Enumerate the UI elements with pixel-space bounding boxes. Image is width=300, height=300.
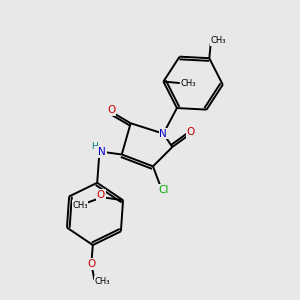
Text: CH₃: CH₃ — [180, 79, 196, 88]
Text: N: N — [160, 129, 167, 139]
Text: CH₃: CH₃ — [211, 37, 226, 46]
Text: O: O — [187, 127, 195, 137]
Text: CH₃: CH₃ — [95, 277, 110, 286]
Text: O: O — [87, 259, 95, 269]
Text: H: H — [91, 142, 98, 151]
Text: N: N — [98, 147, 106, 157]
Text: O: O — [107, 105, 115, 115]
Text: Cl: Cl — [159, 185, 169, 195]
Text: CH₃: CH₃ — [72, 201, 88, 210]
Text: O: O — [97, 190, 105, 200]
